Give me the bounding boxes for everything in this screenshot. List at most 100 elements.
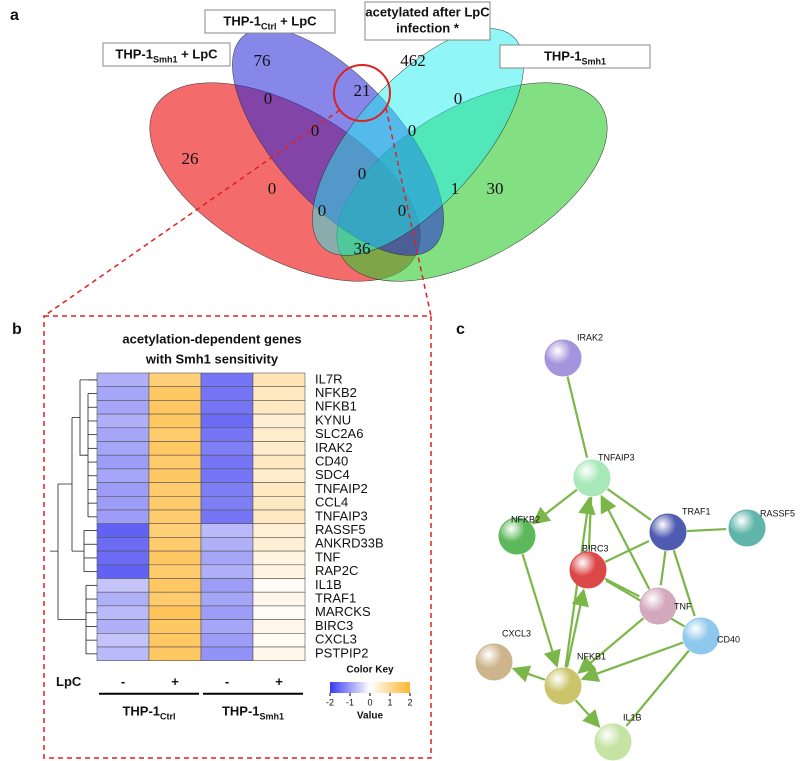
label-sub: Smh1	[260, 712, 285, 722]
region-count: 21	[354, 81, 371, 100]
label: THP-1Smh1	[544, 49, 606, 67]
region-count: 76	[254, 51, 271, 70]
gene-label: KYNU	[315, 412, 351, 427]
region-count: 1	[451, 179, 460, 198]
network-node	[649, 513, 687, 551]
panel-label: b	[12, 321, 22, 338]
set-label-box	[364, 1, 491, 41]
heat-cell	[200, 413, 254, 429]
node-label: BIRC3	[582, 543, 609, 553]
node-label: IRAK2	[577, 332, 603, 342]
network-edge	[580, 641, 684, 682]
network-node	[639, 587, 677, 625]
color-key-title: Color Key	[346, 665, 394, 676]
heat-cell	[96, 564, 150, 579]
region-count: 0	[454, 89, 463, 108]
heat-cell	[148, 386, 202, 401]
heat-cell	[252, 400, 306, 415]
heat-cell	[200, 550, 254, 566]
heat-cell	[96, 441, 150, 456]
heat-cell	[252, 564, 306, 579]
key-tick-label: -1	[346, 697, 354, 707]
node-label: TRAF1	[682, 506, 711, 516]
region-count: 0	[264, 89, 273, 108]
heat-cell	[148, 564, 202, 579]
region-count: 0	[311, 121, 320, 140]
gene-label: ANKRD33B	[315, 536, 384, 551]
key-tick-label: 1	[387, 697, 392, 707]
color-key-bar	[330, 682, 410, 693]
label-sub: Ctrl	[261, 22, 277, 32]
gene-label: BIRC3	[315, 618, 353, 633]
heat-cell	[252, 509, 306, 524]
treatment-sign: -	[121, 674, 125, 689]
region-count: 0	[358, 164, 367, 183]
gene-label: CCL4	[315, 495, 348, 510]
heat-cell	[252, 468, 306, 483]
gene-label: SDC4	[315, 467, 350, 482]
gene-label: NFKB2	[315, 385, 357, 400]
heat-cell	[252, 619, 306, 634]
gene-label: SLC2A6	[315, 426, 363, 441]
panel-label: c	[456, 321, 465, 338]
node-label: CD40	[717, 634, 740, 644]
key-tick-label: 2	[407, 697, 412, 707]
heat-cell	[148, 523, 202, 538]
heat-cell	[96, 523, 150, 538]
heat-cell	[252, 591, 306, 607]
network-node	[544, 667, 582, 705]
label: THP-1Smh1	[222, 704, 284, 722]
node-label: CXCL3	[502, 628, 531, 638]
heat-cell	[96, 386, 150, 401]
network-node	[573, 459, 611, 497]
set-label: acetylated after LpC	[365, 4, 490, 19]
heat-cell	[200, 509, 254, 524]
key-tick-label: -2	[326, 697, 334, 707]
network-edge	[521, 553, 561, 669]
heat-cell	[252, 523, 306, 538]
heat-cell	[96, 537, 150, 552]
key-tick-label: 0	[367, 697, 372, 707]
gene-label: MARCKS	[315, 604, 371, 619]
heat-cell	[148, 454, 202, 470]
gene-label: TRAF1	[315, 590, 356, 605]
heat-cell	[200, 537, 254, 552]
gene-label: IL7R	[315, 371, 342, 386]
label-sub: Smh1	[582, 57, 607, 67]
label-text: + LpC	[276, 14, 317, 29]
heat-cell	[96, 427, 150, 442]
heat-cell	[252, 427, 306, 442]
node-label: RASSF5	[760, 508, 795, 518]
treatment-sign: +	[171, 674, 179, 689]
label-text: THP-1	[115, 47, 153, 62]
set-ellipse	[312, 28, 524, 256]
gene-label: CXCL3	[315, 632, 357, 647]
heat-cell	[252, 646, 306, 661]
label: THP-1Smh1 + LpC	[115, 47, 218, 65]
panel-label: a	[10, 7, 19, 24]
gene-label: RASSF5	[315, 522, 366, 537]
region-count: 26	[182, 149, 199, 168]
heat-cell	[148, 550, 202, 566]
heat-cell	[148, 646, 202, 661]
heat-cell	[200, 372, 254, 387]
network-edge	[511, 665, 546, 683]
color-key-label: Value	[357, 711, 384, 722]
heat-cell	[252, 441, 306, 456]
set-label-box	[204, 9, 336, 34]
heat-cell	[200, 619, 254, 634]
heat-cell	[148, 509, 202, 524]
heat-cell	[96, 550, 150, 566]
heat-cell	[200, 441, 254, 456]
network-edge	[606, 488, 652, 521]
zoom-line	[43, 109, 341, 317]
network-node	[728, 509, 766, 547]
treatment-sign: +	[275, 674, 283, 689]
treatment-sign: -	[225, 674, 229, 689]
heat-cell	[252, 632, 306, 648]
highlight-circle	[333, 64, 391, 122]
network: IRAK2 TNFAIP3 TRAF1 RASSF5 NFKB2 BIRC3 TNF CXCL…	[475, 332, 795, 761]
dendrogram	[72, 530, 85, 572]
heat-cell	[148, 441, 202, 456]
heat-cell	[96, 454, 150, 470]
